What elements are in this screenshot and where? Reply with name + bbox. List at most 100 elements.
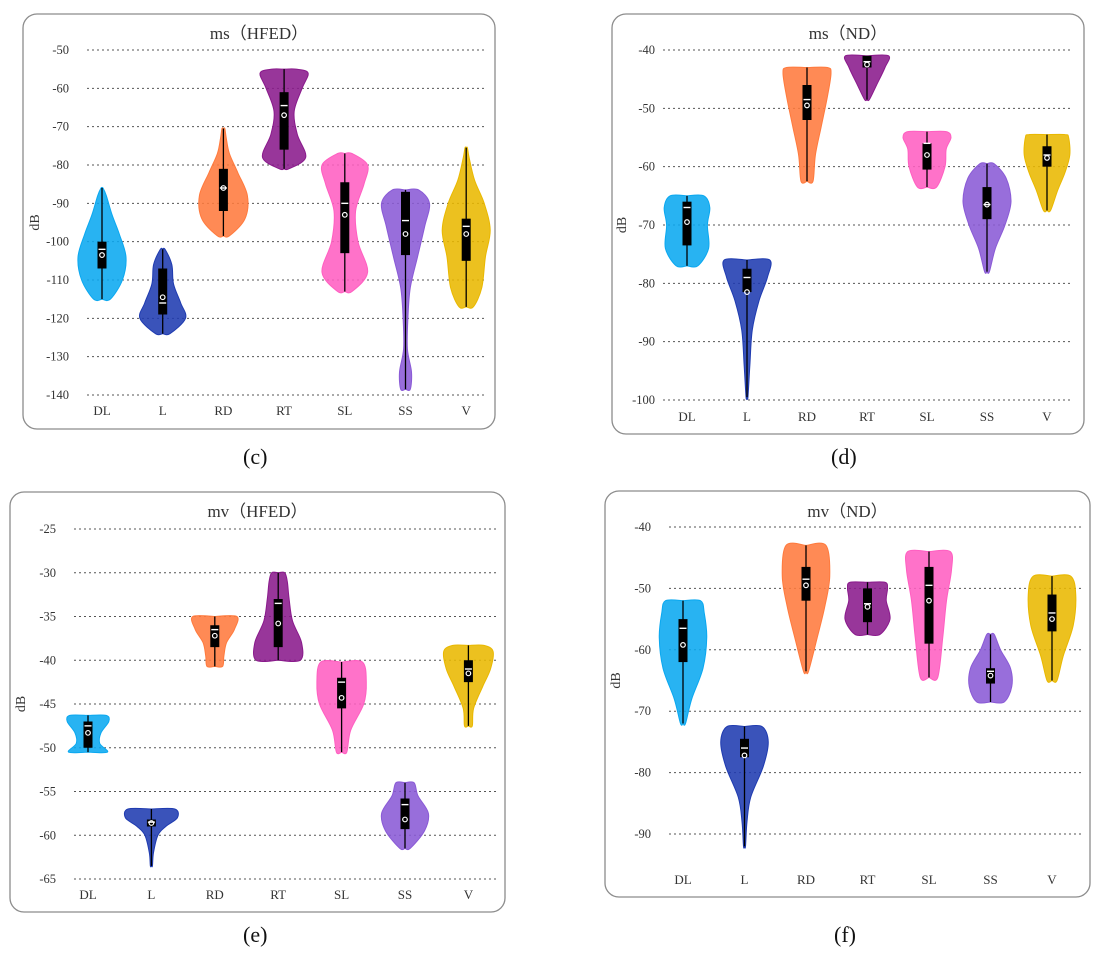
violin-chart-svg: ms（HFED） dB -50 -60 -70 -80 -90 -100 -110 -120 -13… <box>22 13 496 430</box>
violin-mean-marker <box>463 231 470 237</box>
y-tick-label: -50 <box>634 581 651 595</box>
y-tick-label: -40 <box>634 520 651 534</box>
x-category-label: DL <box>93 403 110 418</box>
violin-sl <box>902 130 952 190</box>
violin-dl <box>658 599 708 726</box>
y-tick-label: -90 <box>634 827 651 841</box>
y-tick-label: -140 <box>46 388 69 402</box>
y-tick-label: -40 <box>39 653 56 667</box>
chart-frame <box>611 13 1085 435</box>
y-tick-label: -50 <box>39 741 56 755</box>
y-tick-label: -70 <box>52 120 69 134</box>
y-tick-label: -60 <box>52 81 69 95</box>
violin-iqr-box <box>97 241 107 269</box>
y-tick-label: -110 <box>47 273 69 287</box>
y-tick-label: -120 <box>46 311 69 325</box>
y-tick-label: -35 <box>39 610 56 624</box>
violin-iqr-box <box>337 677 347 709</box>
violin-mean-marker <box>741 752 748 759</box>
violin-chart-ms-hfed: ms（HFED） dB -50 -60 -70 -80 -90 -100 -110 -120 -13… <box>22 13 496 430</box>
y-tick-label: -100 <box>46 235 69 249</box>
y-axis-label: dB <box>14 696 29 712</box>
y-axis-label: dB <box>28 214 43 230</box>
violin-mean-marker <box>864 603 871 610</box>
violin-mean-marker <box>281 112 288 119</box>
violin-rd <box>781 542 831 675</box>
violin-mean-marker <box>803 582 809 589</box>
x-category-label: V <box>1042 409 1052 424</box>
violin-ss <box>380 188 431 392</box>
violin-rd <box>782 66 832 184</box>
violin-iqr-box <box>678 619 688 663</box>
y-tick-label: -100 <box>632 393 655 407</box>
violin-dl <box>663 194 711 268</box>
violin-mean-marker <box>85 729 91 736</box>
x-category-label: SS <box>398 403 412 418</box>
y-tick-label: -80 <box>638 276 655 290</box>
y-tick-label: -50 <box>52 43 69 57</box>
y-axis-label: dB <box>615 217 630 233</box>
violin-iqr-box <box>158 268 168 315</box>
violin-ss <box>962 162 1012 274</box>
violin-l <box>722 258 772 400</box>
chart-title: mv（ND） <box>807 502 887 521</box>
x-category-label: DL <box>79 887 96 902</box>
chart-frame <box>22 13 496 430</box>
x-category-label: V <box>1047 872 1057 887</box>
violin-iqr-box <box>273 599 283 648</box>
x-category-label: SL <box>337 403 352 418</box>
violin-iqr-box <box>279 92 289 150</box>
violin-mean-marker <box>987 672 994 679</box>
violin-mean-marker <box>465 670 472 677</box>
x-category-label: RT <box>276 403 292 418</box>
violin-mean-marker <box>148 820 155 826</box>
y-tick-label: -30 <box>39 566 56 580</box>
violin-iqr-box <box>400 798 410 830</box>
violin-chart-svg: mv（HFED） dB -25 -30 -35 -40 -45 -50 -55 -60 -65 DL L… <box>9 491 506 913</box>
violin-ss <box>968 632 1013 704</box>
violin-mean-marker <box>924 152 930 158</box>
chart-title: ms（ND） <box>809 24 887 43</box>
violin-mean-marker <box>684 219 690 225</box>
y-tick-label: -130 <box>46 350 69 364</box>
x-category-label: SL <box>919 409 934 424</box>
violin-rt <box>253 571 304 663</box>
violin-l <box>123 807 179 868</box>
violin-iqr-box <box>682 201 692 246</box>
violin-chart-ms-nd: ms（ND） dB -40 -50 -60 -70 -80 -90 -100 DL L RD RT SL S… <box>611 13 1085 435</box>
chart-title: ms（HFED） <box>210 24 308 43</box>
y-tick-label: -80 <box>634 766 651 780</box>
violin-iqr-box <box>922 143 932 170</box>
violin-rd <box>190 615 239 668</box>
violin-mean-marker <box>804 102 810 109</box>
violin-dl <box>77 186 127 302</box>
violin-iqr-box <box>210 625 220 648</box>
violin-iqr-box <box>146 819 156 827</box>
x-category-label: SS <box>980 409 994 424</box>
y-tick-label: -50 <box>638 101 655 115</box>
violin-v <box>441 146 491 309</box>
violin-rt <box>843 54 891 102</box>
violin-mean-marker <box>1044 155 1050 161</box>
y-tick-label: -65 <box>39 872 56 886</box>
violin-iqr-box <box>802 85 812 120</box>
violin-v <box>1027 574 1077 683</box>
figure-caption-e: (e) <box>243 922 268 947</box>
violin-sl <box>904 549 954 681</box>
violin-iqr-box <box>401 191 410 256</box>
y-tick-label: -60 <box>638 160 655 174</box>
violin-iqr-box <box>986 668 995 684</box>
violin-rd <box>198 127 249 238</box>
y-axis-label: dB <box>609 672 624 688</box>
y-tick-label: -25 <box>39 522 56 536</box>
violin-chart-svg: ms（ND） dB -40 -50 -60 -70 -80 -90 -100 DL L RD RT SL S… <box>611 13 1085 435</box>
violin-iqr-box <box>863 588 872 623</box>
x-category-label: RD <box>206 887 224 902</box>
y-tick-label: -90 <box>638 335 655 349</box>
x-category-label: SS <box>398 887 412 902</box>
violin-mean-marker <box>680 641 686 648</box>
violin-mean-marker <box>338 694 345 701</box>
violin-mean-marker <box>1049 616 1055 623</box>
violin-l <box>139 247 187 336</box>
violin-iqr-box <box>1042 146 1052 167</box>
